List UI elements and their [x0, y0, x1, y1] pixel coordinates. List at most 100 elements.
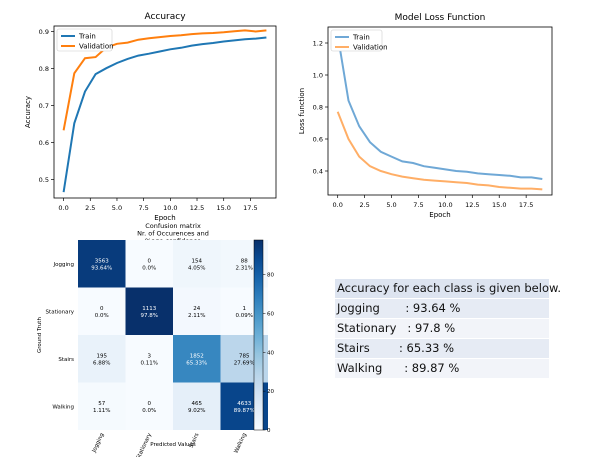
matrix-cell: [125, 287, 173, 335]
y-tick-label: 1.0: [313, 71, 323, 79]
matrix-cell: [125, 240, 173, 288]
cell-count: 88: [241, 258, 248, 264]
cell-percent: 0.11%: [141, 360, 158, 366]
x-axis-label: Epoch: [429, 211, 450, 219]
y-tick-label: Stationary: [46, 309, 75, 315]
cell-percent: 2.31%: [236, 265, 253, 271]
class-accuracy-summary: Accuracy for each class is given below. …: [335, 279, 561, 379]
colorbar-tick-label: 20: [267, 389, 274, 395]
matrix-cell: [173, 335, 221, 383]
series-line-0: [62, 36, 267, 193]
y-tick-label: 0.5: [39, 176, 49, 184]
summary-row-stationary: Stationary : 97.8 %: [335, 319, 549, 338]
y-axis-label: Accuracy: [24, 96, 32, 128]
summary-row-walking: Walking : 89.87 %: [335, 359, 549, 378]
colorbar-tick-label: 60: [267, 311, 274, 317]
cell-percent: 6.88%: [93, 360, 110, 366]
colorbar-tick-label: 0: [267, 428, 271, 434]
cell-count: 1: [243, 306, 247, 312]
y-tick-label: 0.7: [39, 102, 49, 110]
matrix-cell: [125, 335, 173, 383]
cell-count: 195: [97, 353, 108, 359]
x-tick-label: 12.5: [190, 204, 204, 212]
cell-percent: 27.69%: [234, 360, 255, 366]
y-tick-label: 1.2: [313, 39, 323, 47]
matrix-cell: [173, 240, 221, 288]
cell-count: 3: [148, 353, 152, 359]
plot-frame: [53, 25, 277, 199]
chart-title: Accuracy: [144, 12, 186, 22]
x-tick-label: 15.0: [492, 201, 506, 209]
chart-title: Model Loss Function: [395, 13, 486, 23]
matrix-cell: [78, 382, 126, 430]
y-tick-label: Stairs: [58, 357, 74, 363]
legend-label-1: Validation: [79, 43, 114, 51]
matrix-cell: [78, 287, 126, 335]
matrix-cell: [78, 240, 126, 288]
cell-percent: 1.11%: [93, 408, 110, 414]
cell-percent: 0.0%: [142, 265, 156, 271]
x-tick-label: 2.5: [85, 204, 95, 212]
matrix-cell: [125, 382, 173, 430]
cell-percent: 93.64%: [91, 265, 112, 271]
colorbar-tick-label: 40: [267, 350, 274, 356]
cell-percent: 0.0%: [95, 313, 109, 319]
legend-label-0: Train: [78, 33, 96, 41]
summary-heading: Accuracy for each class is given below.: [335, 279, 561, 298]
legend-label-0: Train: [352, 34, 370, 42]
x-tick-label: 7.5: [138, 204, 148, 212]
y-tick-label: 0.4: [313, 167, 323, 175]
legend: Train Validation: [56, 28, 114, 52]
x-axis-label: Epoch: [154, 214, 175, 222]
cell-count: 785: [239, 353, 250, 359]
x-tick-label: 17.5: [243, 204, 257, 212]
x-tick-label: 5.0: [112, 204, 122, 212]
x-tick-label: 7.5: [413, 201, 423, 209]
cell-percent: 2.11%: [188, 313, 205, 319]
matrix-cell: [173, 287, 221, 335]
cell-count: 154: [192, 258, 203, 264]
cell-count: 24: [193, 306, 200, 312]
x-axis-label: Predicted Values: [150, 442, 196, 448]
y-tick-label: 0.6: [313, 135, 323, 143]
x-tick-label: 10.0: [438, 201, 452, 209]
legend: Train Validation: [330, 29, 388, 52]
x-tick-label: 2.5: [359, 201, 369, 209]
cell-count: 3563: [95, 258, 109, 264]
cell-percent: 0.0%: [142, 408, 156, 414]
matrix-title-line: Nr. of Occurences and: [137, 229, 209, 237]
y-tick-label: Jogging: [53, 262, 74, 268]
cell-count: 0: [148, 401, 152, 407]
colorbar: [253, 239, 264, 431]
x-tick-label: Jogging: [91, 432, 106, 454]
cell-count: 465: [192, 401, 203, 407]
x-tick-label: 10.0: [163, 204, 177, 212]
y-tick-label: 0.6: [39, 139, 49, 147]
series-line-0: [336, 34, 543, 180]
x-tick-label: 0.0: [333, 201, 343, 209]
y-axis-label: Loss function: [298, 88, 306, 134]
cell-percent: 4.05%: [188, 265, 205, 271]
matrix-title-line: Confusion matrix: [145, 222, 201, 230]
series-line-1: [62, 29, 267, 131]
series-line-1: [336, 111, 543, 191]
x-tick-label: 12.5: [465, 201, 479, 209]
summary-row-stairs: Stairs : 65.33 %: [335, 339, 549, 358]
y-axis-label: Ground Truth: [37, 317, 43, 353]
colorbar-tick-label: 80: [267, 273, 274, 279]
legend-box: [330, 29, 383, 52]
cell-percent: 65.33%: [186, 360, 207, 366]
y-tick-label: 0.8: [313, 103, 323, 111]
cell-percent: 9.02%: [188, 408, 205, 414]
y-tick-label: 0.9: [39, 28, 49, 36]
cell-count: 0: [148, 258, 152, 264]
x-tick-label: Walking: [233, 432, 248, 454]
x-tick-label: 5.0: [386, 201, 396, 209]
summary-row-jogging: Jogging : 93.64 %: [335, 299, 549, 318]
matrix-cell: [78, 335, 126, 383]
matrix-cell: [173, 382, 221, 430]
cell-count: 4633: [237, 401, 251, 407]
x-tick-label: 15.0: [216, 204, 230, 212]
cell-count: 0: [100, 306, 104, 312]
